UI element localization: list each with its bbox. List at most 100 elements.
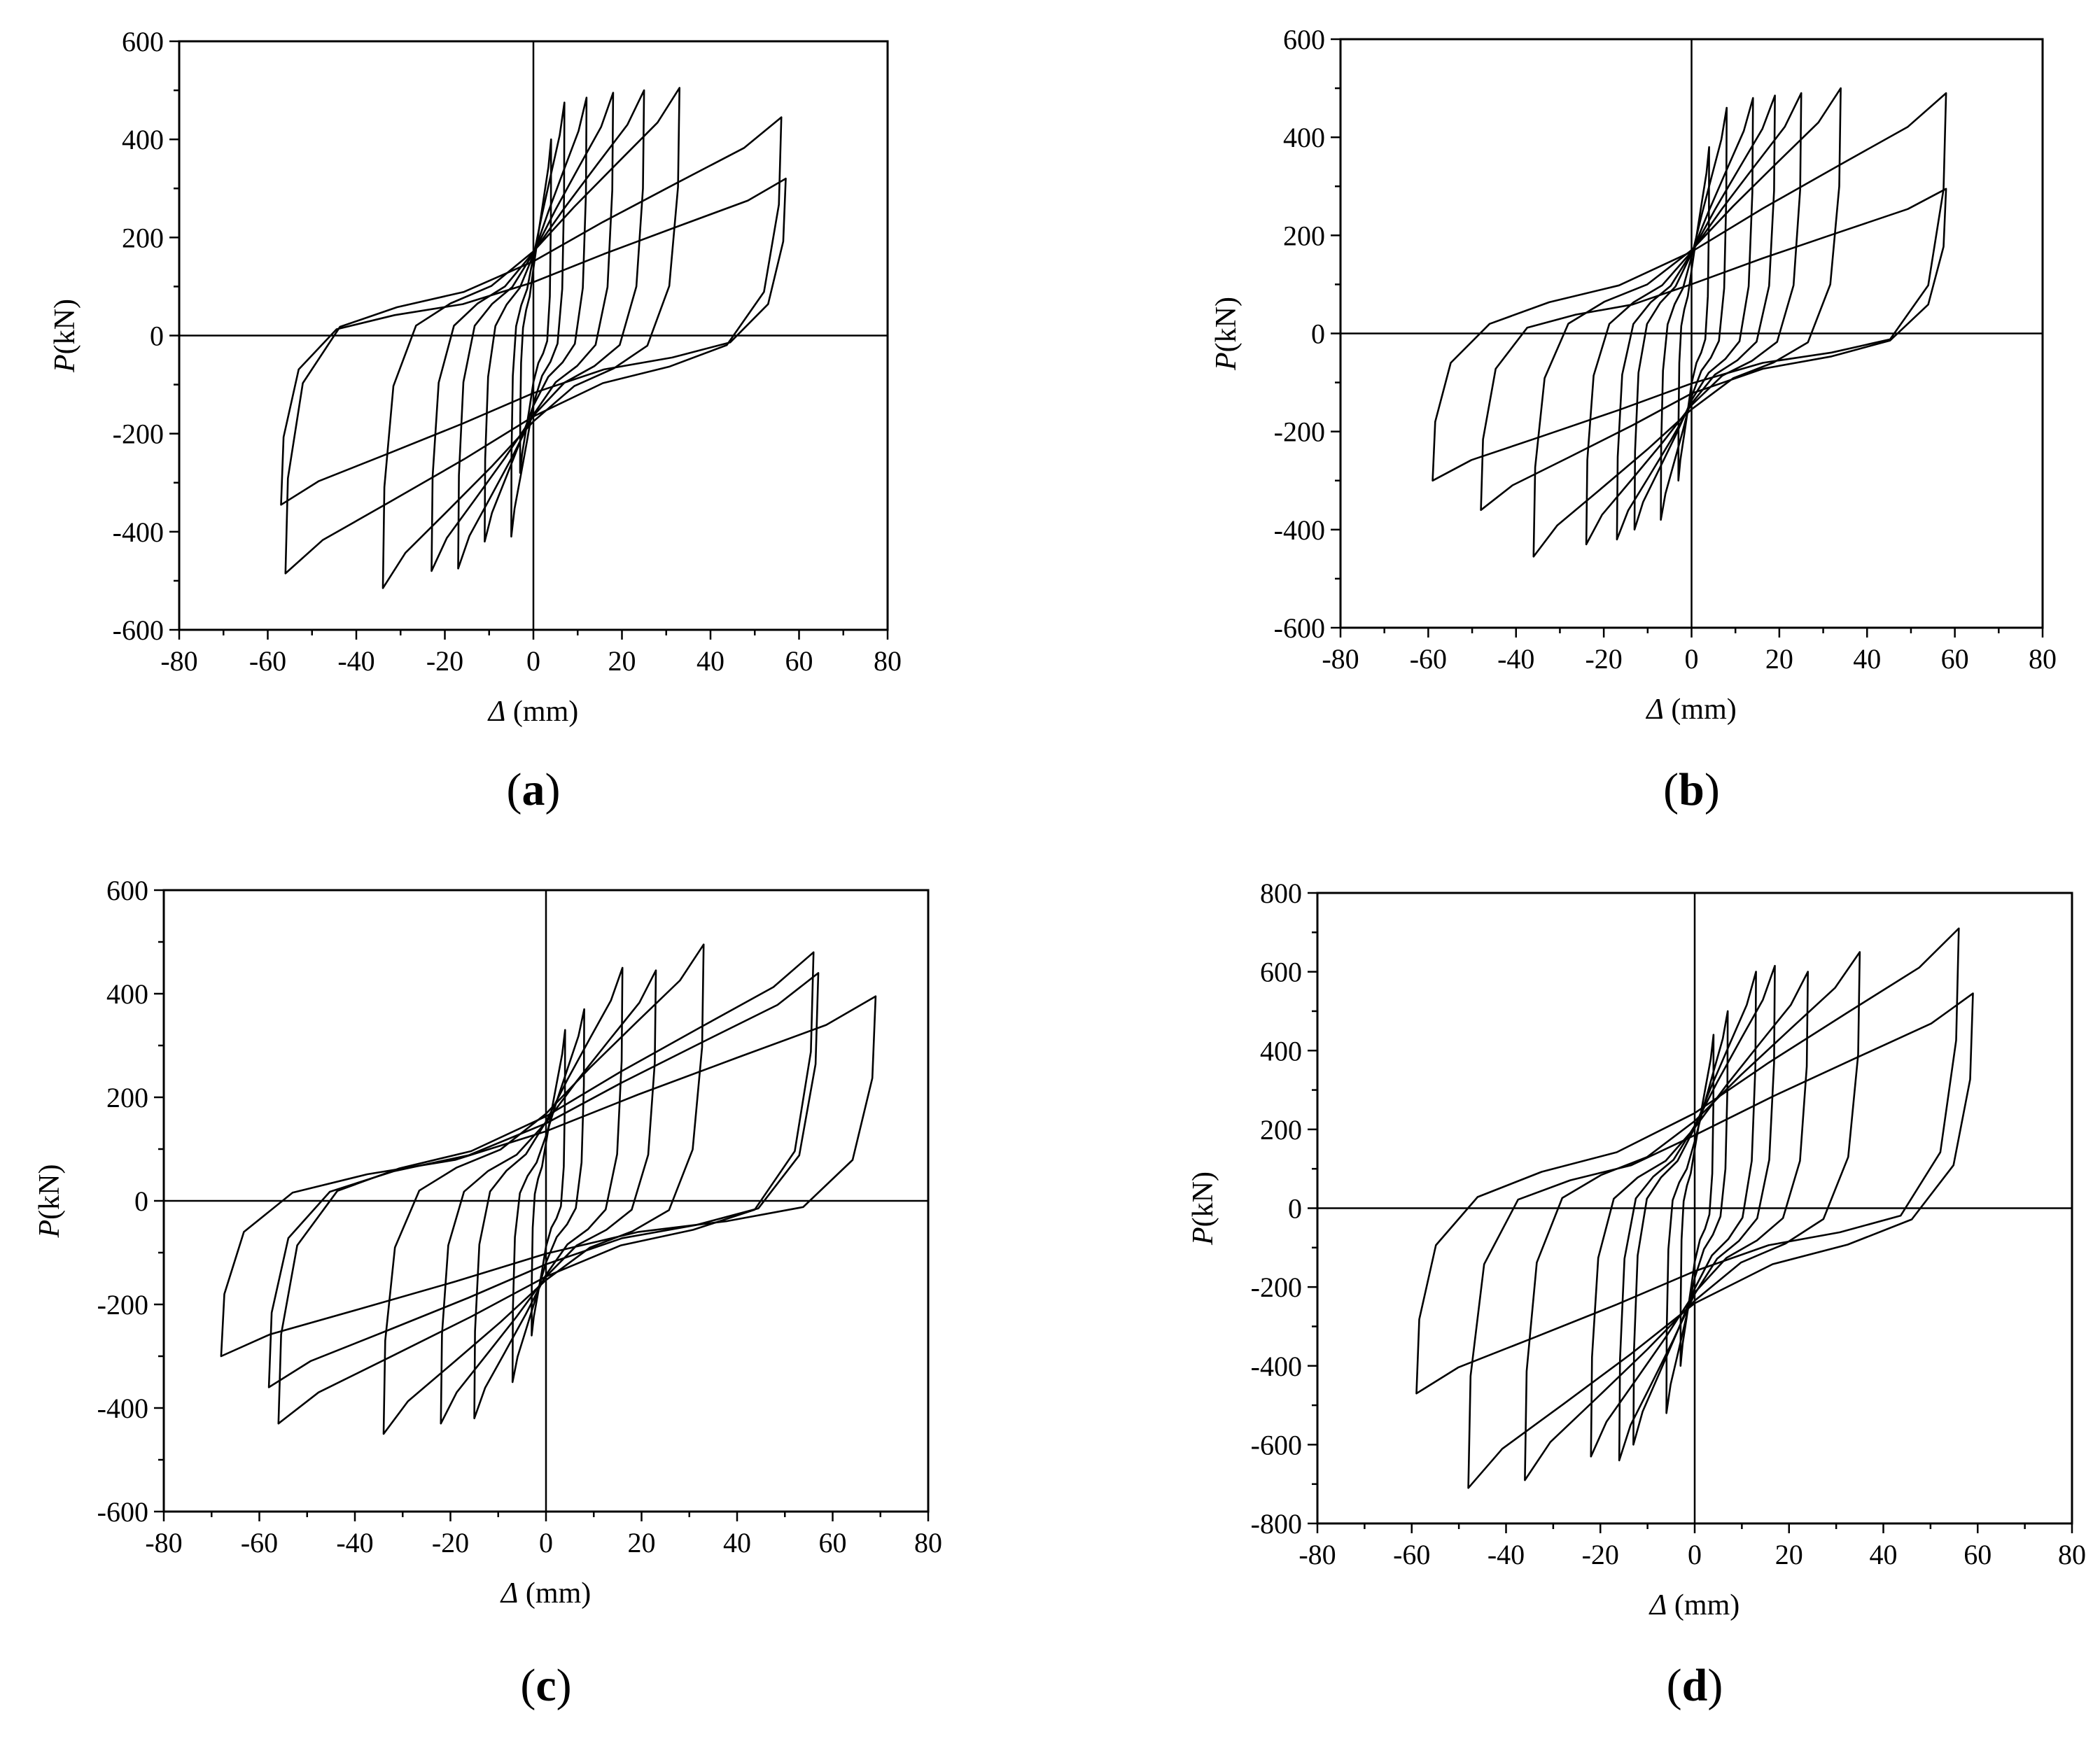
hysteresis-loop-8 [280,177,787,506]
x-tick-label: -80 [1298,1539,1336,1570]
y-tick-label: -200 [1274,416,1325,448]
y-tick-label: -400 [1274,514,1325,546]
hysteresis-loop-6 [1532,87,1842,558]
hysteresis-loop-2 [1665,1010,1729,1414]
x-tick-label: 0 [526,645,540,677]
x-tick-label: 80 [2058,1539,2086,1570]
hysteresis-loop-5 [1590,971,1809,1458]
x-tick-label: 0 [539,1527,553,1558]
hysteresis-loop-3 [1633,97,1754,531]
hysteresis-loop-4 [1618,964,1776,1462]
x-tick-label: 60 [819,1527,847,1558]
hysteresis-loop-3 [473,966,624,1420]
x-tick-label: 80 [874,645,902,677]
x-axis-label: Δ (mm) [500,1577,591,1610]
x-tick-label: 80 [2029,643,2057,675]
hysteresis-loop-3 [1632,971,1757,1446]
y-tick-label: -600 [113,614,164,646]
hysteresis-loop-4 [440,969,657,1425]
hysteresis-loop-2 [510,101,566,538]
y-tick-label: -400 [97,1393,148,1424]
hysteresis-loop-1 [1679,1034,1715,1367]
hysteresis-loop-2 [1660,106,1728,521]
x-tick-label: 40 [723,1527,751,1558]
x-tick-label: -20 [1585,643,1622,675]
x-tick-label: 60 [785,645,813,677]
x-tick-label: -60 [241,1527,278,1558]
x-tick-label: 20 [1775,1539,1803,1570]
y-tick-label: 200 [106,1082,148,1113]
hysteresis-loop-4 [1616,94,1776,541]
hysteresis-loop-3 [484,97,588,543]
y-tick-label: -200 [97,1289,148,1321]
y-tick-label: 0 [134,1185,148,1217]
y-tick-label: 200 [1283,220,1325,251]
y-tick-label: 600 [1260,957,1302,988]
y-tick-label: -200 [113,418,164,450]
y-tick-label: 400 [122,124,164,155]
x-tick-label: -20 [432,1527,469,1558]
x-axis-label: Δ (mm) [487,696,578,728]
x-axis-label: Δ (mm) [1648,1589,1740,1621]
hysteresis-loop-8 [1467,992,1974,1489]
y-tick-label: -600 [1274,612,1325,644]
x-tick-label: 20 [1765,643,1793,675]
x-tick-label: -60 [1393,1539,1430,1570]
hysteresis-loop-7 [284,116,783,575]
x-tick-label: 20 [608,645,636,677]
y-axis-label: P(kN) [49,299,81,373]
x-tick-label: -80 [160,645,197,677]
hysteresis-loop-5 [382,943,705,1435]
y-axis-label: P(kN) [1187,1171,1219,1246]
x-tick-label: -60 [249,645,286,677]
x-tick-label: -80 [145,1527,182,1558]
hysteresis-loop-4 [457,92,615,570]
y-tick-label: 800 [1260,878,1302,909]
y-tick-label: -600 [97,1496,148,1528]
x-tick-label: 60 [1963,1539,1991,1570]
chart-panel-a: -80 -60 -40 -20 0 20 40 60 80-600-400-2000200400… [49,26,902,815]
y-tick-label: 400 [1260,1035,1302,1066]
hysteresis-loop-5 [430,89,645,572]
y-tick-label: 200 [122,222,164,253]
y-tick-label: 0 [1311,318,1325,350]
y-tick-label: -400 [1251,1351,1302,1382]
x-tick-label: -40 [1488,1539,1525,1570]
y-tick-label: -400 [113,516,164,548]
panel-label: (a) [507,764,561,815]
chart-panel-b: -80 -60 -40 -20 0 20 40 60 80-600-400-2000200400… [1210,24,2057,815]
x-tick-label: 80 [914,1527,942,1558]
chart-panel-d: -80 -60 -40 -20 0 20 40 60 80-800-600-400-200020… [1187,878,2086,1711]
y-tick-label: 600 [106,875,148,906]
x-tick-label: -40 [1497,643,1534,675]
x-tick-label: 0 [1688,1539,1702,1570]
hysteresis-loop-7 [1432,92,1947,482]
y-tick-label: 200 [1260,1114,1302,1146]
y-tick-label: -600 [1251,1429,1302,1460]
panel-label: (d) [1667,1660,1723,1711]
hysteresis-loop-8 [220,995,877,1358]
x-tick-label: 0 [1685,643,1699,675]
x-tick-label: -40 [337,645,374,677]
y-tick-label: 0 [1288,1193,1302,1225]
y-axis-label: P(kN) [1210,297,1242,371]
hysteresis-loop-7 [267,972,820,1388]
x-tick-label: -80 [1322,643,1359,675]
x-tick-label: -40 [336,1527,373,1558]
x-tick-label: 40 [1853,643,1881,675]
y-tick-label: 600 [122,26,164,57]
hysteresis-loop-6 [1524,951,1861,1481]
hysteresis-loop-5 [1585,92,1802,546]
x-tick-label: 40 [1870,1539,1898,1570]
hysteresis-loop-6 [382,87,681,589]
x-tick-label: 20 [628,1527,656,1558]
panel-label: (c) [520,1660,571,1711]
x-axis-label: Δ (mm) [1645,694,1736,726]
x-tick-label: -60 [1410,643,1447,675]
y-tick-label: -200 [1251,1272,1302,1303]
x-tick-label: -20 [426,645,463,677]
hysteresis-loop-6 [277,951,815,1425]
hysteresis-loop-7 [1415,927,1960,1395]
y-tick-label: -800 [1251,1508,1302,1540]
